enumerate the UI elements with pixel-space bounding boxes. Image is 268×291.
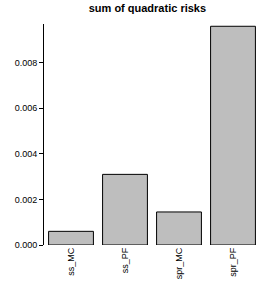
svg-text:spr_MC: spr_MC <box>174 247 184 279</box>
svg-text:ss_MC: ss_MC <box>66 247 76 276</box>
svg-text:0.002: 0.002 <box>15 195 38 205</box>
svg-text:ss_PF: ss_PF <box>120 247 130 273</box>
svg-text:0.004: 0.004 <box>15 149 38 159</box>
svg-text:sum of quadratic risks: sum of quadratic risks <box>89 2 206 14</box>
svg-text:0.000: 0.000 <box>15 240 38 250</box>
svg-text:0.008: 0.008 <box>15 58 38 68</box>
svg-text:spr_PF: spr_PF <box>228 247 238 277</box>
svg-text:0.006: 0.006 <box>15 103 38 113</box>
